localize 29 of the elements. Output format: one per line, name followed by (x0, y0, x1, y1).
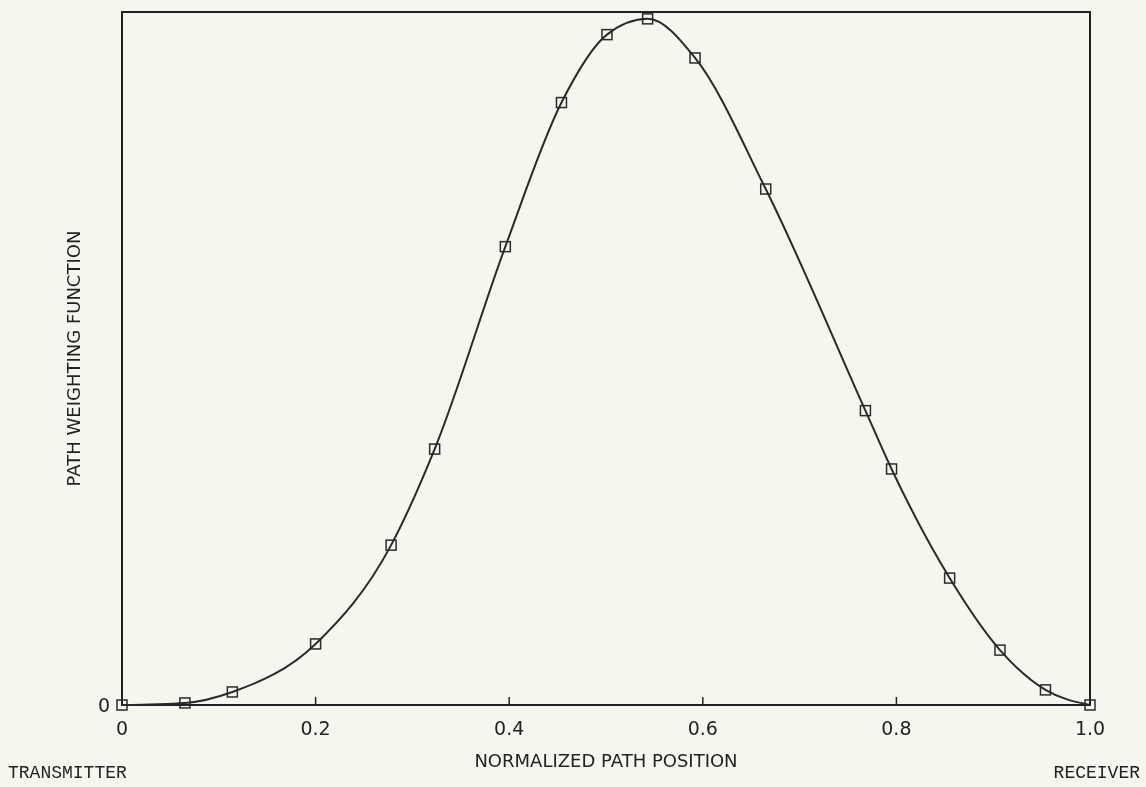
x-tick-label: 0 (115, 717, 129, 739)
point (555, 96, 568, 109)
point (499, 240, 512, 253)
point (885, 463, 898, 475)
point (226, 686, 239, 698)
point (1039, 684, 1052, 696)
point (641, 13, 654, 25)
text: 0 (97, 694, 110, 716)
point (309, 638, 322, 650)
point (428, 443, 441, 455)
point (759, 183, 772, 195)
point (1084, 699, 1096, 711)
point (601, 28, 613, 41)
text: RECEIVER (1053, 763, 1141, 783)
x-tick-label: 0.8 (881, 717, 912, 739)
point (994, 644, 1006, 656)
x-tick-label: 0.2 (300, 717, 331, 739)
x-tick-label: 0.4 (494, 717, 525, 739)
text: TRANSMITTER (8, 763, 128, 783)
point (689, 52, 701, 64)
point (385, 539, 397, 551)
x-tick-label: 0.6 (687, 717, 718, 739)
point (116, 699, 128, 711)
x-axis-title: NORMALIZED PATH POSITION (474, 750, 738, 771)
x-tick-label: 1.0 (1074, 717, 1106, 739)
y-axis-title: PATH WEIGHTING FUNCTION (63, 230, 84, 487)
point (859, 404, 872, 417)
point (943, 572, 956, 584)
point (179, 697, 191, 709)
